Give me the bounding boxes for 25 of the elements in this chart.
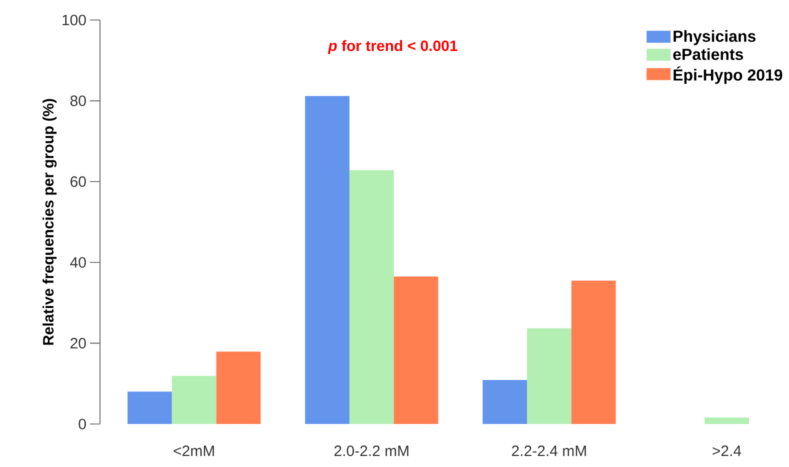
x-tick-label: <2mM bbox=[174, 446, 214, 456]
y-tick-label: 0 bbox=[78, 418, 86, 430]
y-tick-label: 20 bbox=[70, 338, 86, 349]
bar bbox=[527, 328, 572, 424]
x-tick-label: >2.4 bbox=[712, 446, 742, 456]
legend-label: Épi-Hypo 2019 bbox=[674, 66, 782, 84]
bar bbox=[172, 376, 216, 424]
legend-label: ePatients bbox=[673, 48, 744, 60]
y-axis-title: Relative frequencies per group (%) bbox=[42, 98, 57, 345]
bar bbox=[305, 96, 350, 424]
x-tick-label: 2.2-2.4 mM bbox=[512, 446, 586, 456]
bar bbox=[704, 418, 749, 424]
bar bbox=[216, 352, 261, 424]
legend-label: Physicians bbox=[674, 30, 756, 46]
annotation: p for trend < 0.001 bbox=[328, 40, 458, 54]
y-tick-label: 100 bbox=[62, 14, 86, 26]
bar bbox=[128, 392, 172, 424]
bar bbox=[349, 170, 394, 424]
bar bbox=[571, 280, 616, 424]
x-tick-label: 2.0-2.2 mM bbox=[334, 446, 408, 456]
y-tick-label: 60 bbox=[70, 176, 86, 187]
bar bbox=[482, 380, 528, 424]
y-tick-label: 40 bbox=[70, 257, 86, 268]
y-tick-label: 80 bbox=[70, 95, 86, 106]
bar bbox=[394, 276, 438, 424]
